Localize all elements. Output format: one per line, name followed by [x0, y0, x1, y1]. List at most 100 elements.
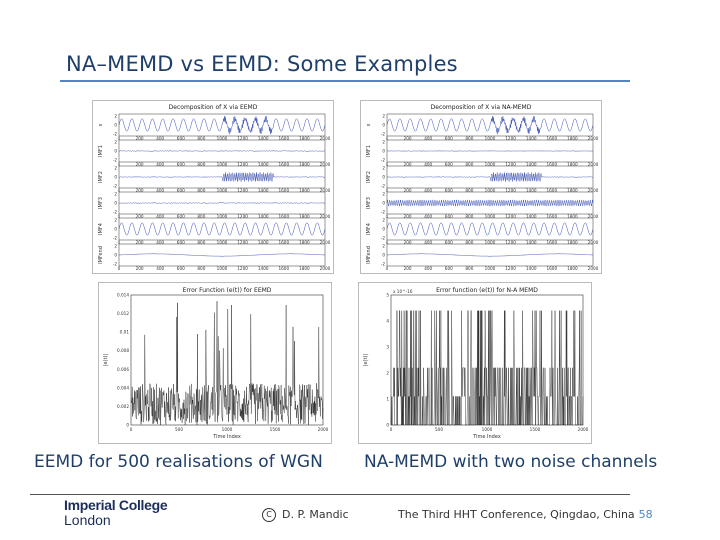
x-tick-label: 1600 — [278, 214, 289, 219]
y-tick-label: 0 — [386, 423, 389, 428]
x-tick-label: 1600 — [546, 136, 557, 141]
x-tick-label: 2000 — [588, 162, 599, 167]
x-tick-label: 800 — [197, 214, 205, 219]
signal-line — [386, 222, 594, 236]
x-tick-label: 500 — [175, 427, 183, 432]
copyright-icon: C — [262, 508, 276, 522]
subplot-frame — [386, 243, 594, 267]
x-tick-label: 1200 — [237, 188, 248, 193]
x-tick-label: 600 — [445, 214, 453, 219]
signal-line — [118, 115, 326, 135]
y-tick-label: 2 — [382, 244, 385, 249]
y-tick-label: 0 — [114, 149, 117, 154]
chart-title: Error function (e(t)) for N-A MEMD — [436, 287, 538, 294]
x-tick-label: 1800 — [567, 188, 578, 193]
x-tick-label: 1600 — [546, 162, 557, 167]
x-tick-label: 400 — [424, 214, 432, 219]
x-tick-label: 400 — [156, 136, 164, 141]
row-label: IMFend — [98, 246, 104, 264]
x-tick-label: 1600 — [546, 266, 557, 271]
x-tick-label: 1400 — [526, 266, 537, 271]
x-tick-label: 2000 — [588, 266, 599, 271]
x-tick-label: 1200 — [505, 136, 516, 141]
plot-frame — [130, 294, 324, 426]
x-tick-label: 400 — [156, 188, 164, 193]
y-tick-label: 1 — [386, 397, 389, 402]
y-tick-label: 0 — [114, 175, 117, 180]
x-tick-label: 1800 — [299, 240, 310, 245]
x-tick-label: 400 — [424, 240, 432, 245]
x-tick-label: 1500 — [270, 427, 281, 432]
error-line — [390, 310, 584, 426]
x-tick-label: 2000 — [320, 266, 331, 271]
x-tick-label: 1800 — [299, 162, 310, 167]
x-tick-label: 200 — [404, 214, 412, 219]
x-tick-label: 1200 — [237, 136, 248, 141]
x-tick-label: 1600 — [278, 240, 289, 245]
row-label: IMF4 — [366, 223, 372, 235]
x-tick-label: 1200 — [237, 162, 248, 167]
x-tick-label: 0 — [130, 427, 133, 432]
x-tick-label: 1600 — [546, 240, 557, 245]
chart-title: Decomposition of X via NA-MEMD — [431, 104, 532, 111]
x-tick-label: 1000 — [217, 240, 228, 245]
caption-right: NA-MEMD with two noise channels — [364, 452, 658, 472]
x-tick-label: 1800 — [567, 214, 578, 219]
y-tick-label: -2 — [113, 262, 118, 267]
x-tick-label: 800 — [465, 188, 473, 193]
x-tick-label: 400 — [424, 136, 432, 141]
row-label: x — [98, 123, 104, 126]
x-tick-label: 800 — [465, 240, 473, 245]
x-tick-label: 1200 — [237, 266, 248, 271]
x-tick-label: 0 — [386, 188, 389, 193]
x-tick-label: 200 — [404, 188, 412, 193]
chart-title: Decomposition of X via EEMD — [169, 104, 258, 111]
x-tick-label: 1400 — [526, 188, 537, 193]
y-tick-label: 2 — [114, 166, 117, 171]
subplot-frame — [386, 191, 594, 215]
y-tick-label: 0 — [114, 227, 117, 232]
y-tick-label: -2 — [381, 236, 386, 241]
y-tick-label: 2 — [114, 192, 117, 197]
x-tick-label: 1000 — [217, 136, 228, 141]
x-tick-label: 1800 — [299, 136, 310, 141]
x-tick-label: 0 — [386, 162, 389, 167]
x-tick-label: 400 — [424, 162, 432, 167]
x-tick-label: 800 — [465, 136, 473, 141]
x-tick-label: 2000 — [588, 188, 599, 193]
x-tick-label: 1000 — [217, 188, 228, 193]
x-tick-label: 1400 — [526, 162, 537, 167]
x-tick-label: 1400 — [526, 240, 537, 245]
x-tick-label: 1000 — [485, 240, 496, 245]
x-tick-label: 1400 — [258, 162, 269, 167]
signal-line — [118, 150, 326, 152]
x-tick-label: 1000 — [217, 162, 228, 167]
x-tick-label: 0 — [386, 214, 389, 219]
row-label: x — [366, 123, 372, 126]
x-tick-label: 200 — [136, 162, 144, 167]
signal-line — [386, 172, 594, 182]
x-tick-label: 0 — [118, 136, 121, 141]
signal-line — [118, 172, 325, 182]
y-tick-label: 0.012 — [117, 311, 129, 316]
x-tick-label: 0 — [390, 427, 393, 432]
row-label: IMF3 — [98, 197, 104, 209]
y-tick-label: 2 — [382, 166, 385, 171]
x-tick-label: 0 — [386, 266, 389, 271]
y-tick-label: 2 — [114, 140, 117, 145]
signal-line — [118, 202, 326, 204]
signal-line — [118, 222, 326, 236]
row-label: IMF2 — [366, 171, 372, 183]
y-tick-label: 0.006 — [117, 367, 129, 372]
namemd-error-chart: Error function (e(t)) for N-A MEMD x 10^-… — [358, 282, 592, 444]
x-tick-label: 600 — [177, 162, 185, 167]
x-tick-label: 200 — [136, 188, 144, 193]
x-tick-label: 600 — [445, 240, 453, 245]
x-tick-label: 800 — [465, 266, 473, 271]
y-tick-label: 0 — [382, 123, 385, 128]
x-tick-label: 2000 — [320, 136, 331, 141]
x-tick-label: 1200 — [505, 240, 516, 245]
y-tick-label: -2 — [113, 236, 118, 241]
